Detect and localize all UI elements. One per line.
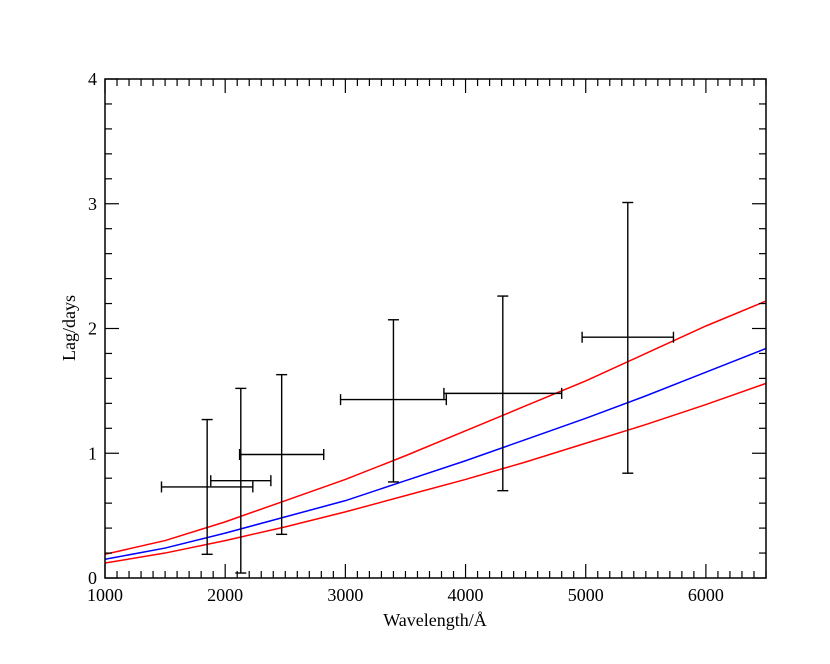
- series-line-lower-bound: [104, 382, 767, 564]
- errorbars-layer: [160, 201, 675, 574]
- x-tick-label: 2000: [207, 585, 243, 605]
- ticks-layer: [104, 78, 767, 579]
- y-axis-label: Lag/days: [59, 295, 79, 361]
- x-tick-label: 4000: [448, 585, 484, 605]
- y-tick-label: 1: [88, 443, 97, 463]
- x-tick-label: 1000: [87, 585, 123, 605]
- x-tick-label: 3000: [327, 585, 363, 605]
- data-point-3: [238, 373, 325, 536]
- y-tick-label: 0: [88, 568, 97, 588]
- data-point-1: [160, 418, 254, 555]
- x-tick-label: 5000: [568, 585, 604, 605]
- curves-layer: [104, 300, 767, 564]
- plot-frame: [104, 78, 767, 579]
- x-tick-label: 6000: [688, 585, 724, 605]
- data-point-6: [581, 201, 675, 474]
- x-axis-label: Wavelength/Å: [383, 610, 487, 630]
- series-line-model-fit: [104, 347, 767, 561]
- y-tick-label: 3: [88, 194, 97, 214]
- y-tick-label: 2: [88, 319, 97, 339]
- data-point-5: [443, 295, 563, 492]
- tick-labels-layer: 1000 2000 3000 4000 5000 6000 0 1 2 3 4: [87, 69, 724, 605]
- y-tick-label: 4: [88, 69, 97, 89]
- series-line-upper-bound: [104, 300, 767, 556]
- data-point-4: [339, 319, 448, 483]
- data-point-2: [210, 387, 272, 574]
